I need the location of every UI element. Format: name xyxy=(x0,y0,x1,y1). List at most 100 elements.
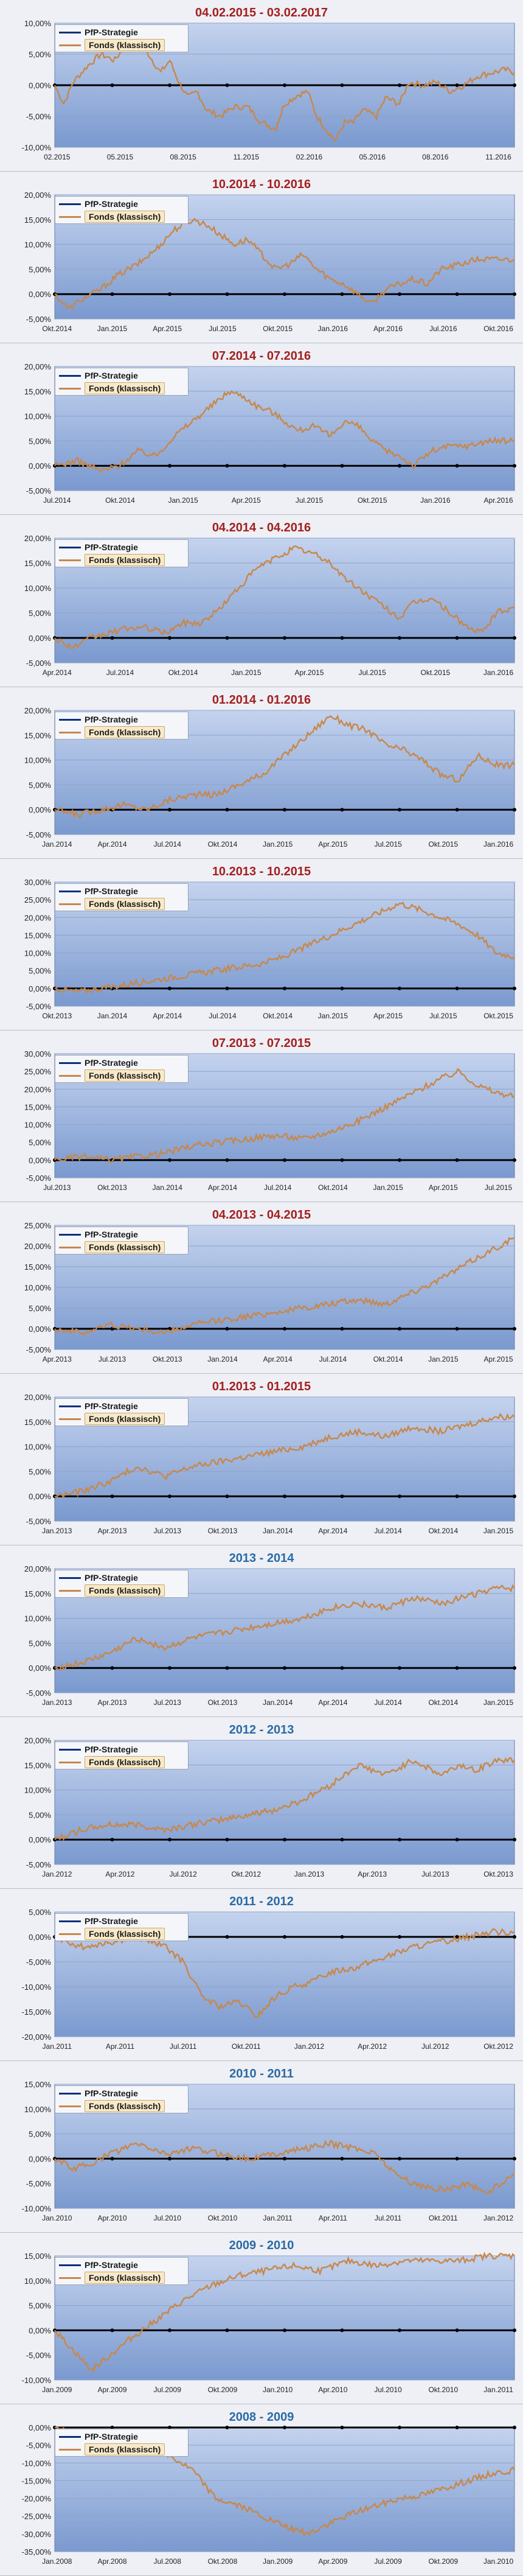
legend: PfP-Strategie Fonds (klassisch) xyxy=(55,196,189,224)
legend-label: PfP-Strategie xyxy=(85,542,138,552)
x-tick-label: Jul.2014 xyxy=(154,840,182,849)
x-tick-label: Apr.2013 xyxy=(97,1698,126,1707)
chart-panel: 2013 - 2014 20,00% 15,00% 10,00% 5,00% 0,00% -… xyxy=(0,1545,523,1717)
chart-panel: 01.2013 - 01.2015 20,00% 15,00% 10,00% 5,00%… xyxy=(0,1374,523,1545)
legend-swatch xyxy=(59,203,81,205)
series-marker xyxy=(340,1158,344,1162)
series-marker xyxy=(513,1666,516,1670)
x-tick-label: Apr.2012 xyxy=(358,2042,387,2051)
y-tick-label: -20,00% xyxy=(22,2032,52,2042)
legend-swatch xyxy=(59,387,81,390)
legend-label: Fonds (klassisch) xyxy=(85,898,165,910)
x-tick-label: Okt.2009 xyxy=(208,2385,238,2394)
y-tick-label: -5,00% xyxy=(26,1345,52,1354)
x-tick-label: Apr.2012 xyxy=(105,1870,134,1878)
x-tick-label: Jul.2010 xyxy=(374,2385,402,2394)
legend-label: PfP-Strategie xyxy=(85,199,138,209)
y-tick-label: 30,00% xyxy=(24,1049,52,1059)
x-tick-label: Jan.2014 xyxy=(263,1527,293,1535)
series-marker xyxy=(398,1935,401,1939)
legend: PfP-Strategie Fonds (klassisch) xyxy=(55,1227,189,1255)
y-tick-label: -5,00% xyxy=(26,486,52,495)
series-marker xyxy=(283,1838,286,1842)
legend-label: PfP-Strategie xyxy=(85,1058,138,1068)
series-marker xyxy=(340,464,344,468)
series-marker xyxy=(455,986,459,990)
x-tick-label: 08.2015 xyxy=(170,153,196,161)
series-marker xyxy=(398,292,401,296)
y-tick-label: 0,00% xyxy=(29,805,51,814)
series-marker xyxy=(283,1666,286,1670)
legend-label: PfP-Strategie xyxy=(85,2088,138,2098)
series-marker xyxy=(513,1838,516,1842)
y-tick-label: 30,00% xyxy=(24,878,52,887)
legend-item-pfp: PfP-Strategie xyxy=(59,885,138,897)
series-marker xyxy=(110,83,114,87)
x-tick-label: Jan.2015 xyxy=(373,1183,403,1192)
y-tick-label: 20,00% xyxy=(24,1242,52,1251)
chart-title: 01.2013 - 01.2015 xyxy=(212,1380,311,1393)
y-tick-label: 20,00% xyxy=(24,706,52,715)
x-tick-label: 02.2015 xyxy=(44,153,71,161)
series-marker xyxy=(225,1327,229,1331)
series-marker xyxy=(110,292,114,296)
series-marker xyxy=(455,636,459,640)
chart-title: 07.2013 - 07.2015 xyxy=(212,1037,311,1050)
x-tick-label: Apr.2014 xyxy=(208,1183,237,1192)
y-tick-label: 0,00% xyxy=(29,1156,51,1165)
x-tick-label: Jan.2016 xyxy=(318,324,348,333)
series-marker xyxy=(455,464,459,468)
y-tick-label: 15,00% xyxy=(24,2252,52,2261)
series-fonds-klassisch xyxy=(54,1412,515,1499)
x-tick-label: Okt.2014 xyxy=(208,840,238,849)
y-tick-label: 5,00% xyxy=(29,1908,51,1917)
x-tick-label: Apr.2013 xyxy=(97,1527,126,1535)
series-marker xyxy=(398,464,401,468)
legend-swatch xyxy=(59,1405,81,1407)
y-tick-label: 5,00% xyxy=(29,2130,51,2139)
chart-panel: 2009 - 2010 15,00% 10,00% 5,00% 0,00% -5,00% -… xyxy=(0,2233,523,2404)
series-marker xyxy=(283,636,286,640)
legend-label: Fonds (klassisch) xyxy=(85,1241,165,1253)
series-marker xyxy=(513,83,516,87)
series-marker xyxy=(398,83,401,87)
y-tick-label: -35,00% xyxy=(22,2547,52,2557)
x-tick-label: Okt.2008 xyxy=(208,2557,238,2566)
x-tick-label: Jul.2016 xyxy=(429,324,457,333)
legend-item-pfp: PfP-Strategie xyxy=(59,2087,138,2099)
x-tick-label: Jul.2015 xyxy=(296,496,324,505)
legend-label: Fonds (klassisch) xyxy=(85,1413,165,1425)
legend: PfP-Strategie Fonds (klassisch) xyxy=(55,712,189,740)
x-tick-label: 05.2015 xyxy=(107,153,134,161)
chart-panel: 10.2013 - 10.2015 30,00% 25,00% 20,00% 15,00… xyxy=(0,859,523,1031)
y-tick-label: 5,00% xyxy=(29,1467,51,1476)
x-tick-label: Jul.2012 xyxy=(169,1870,197,1878)
y-tick-label: 5,00% xyxy=(29,1138,51,1147)
series-marker xyxy=(455,2328,459,2333)
series-marker xyxy=(168,986,171,990)
legend-item-fonds: Fonds (klassisch) xyxy=(59,1928,165,1940)
legend: PfP-Strategie Fonds (klassisch) xyxy=(55,1741,189,1769)
x-tick-label: Jan.2015 xyxy=(97,324,128,333)
y-tick-label: -15,00% xyxy=(22,2476,52,2485)
x-tick-label: Apr.2013 xyxy=(358,1870,387,1878)
series-marker xyxy=(398,2426,401,2429)
legend-swatch xyxy=(59,1589,81,1592)
chart-panel: 2010 - 2011 15,00% 10,00% 5,00% 0,00% -5,00% -… xyxy=(0,2061,523,2233)
y-tick-label: -5,00% xyxy=(26,1958,52,1967)
x-tick-label: Okt.2015 xyxy=(358,496,387,505)
series-marker xyxy=(455,1666,459,1670)
series-marker xyxy=(513,636,516,640)
y-tick-label: -5,00% xyxy=(26,1517,52,1526)
series-marker xyxy=(398,808,401,812)
x-tick-label: Okt.2012 xyxy=(483,2042,513,2051)
legend-swatch xyxy=(59,1074,81,1077)
x-tick-label: Jul.2010 xyxy=(154,2214,182,2222)
chart-svg: 30,00% 25,00% 20,00% 15,00% 10,00% 5,00% 0,00%… xyxy=(24,878,516,1020)
x-tick-label: Okt.2011 xyxy=(429,2214,458,2222)
y-tick-label: 20,00% xyxy=(24,1736,52,1745)
series-fonds-klassisch xyxy=(54,390,514,474)
series-marker xyxy=(513,1158,516,1162)
series-fonds-klassisch xyxy=(54,714,515,819)
